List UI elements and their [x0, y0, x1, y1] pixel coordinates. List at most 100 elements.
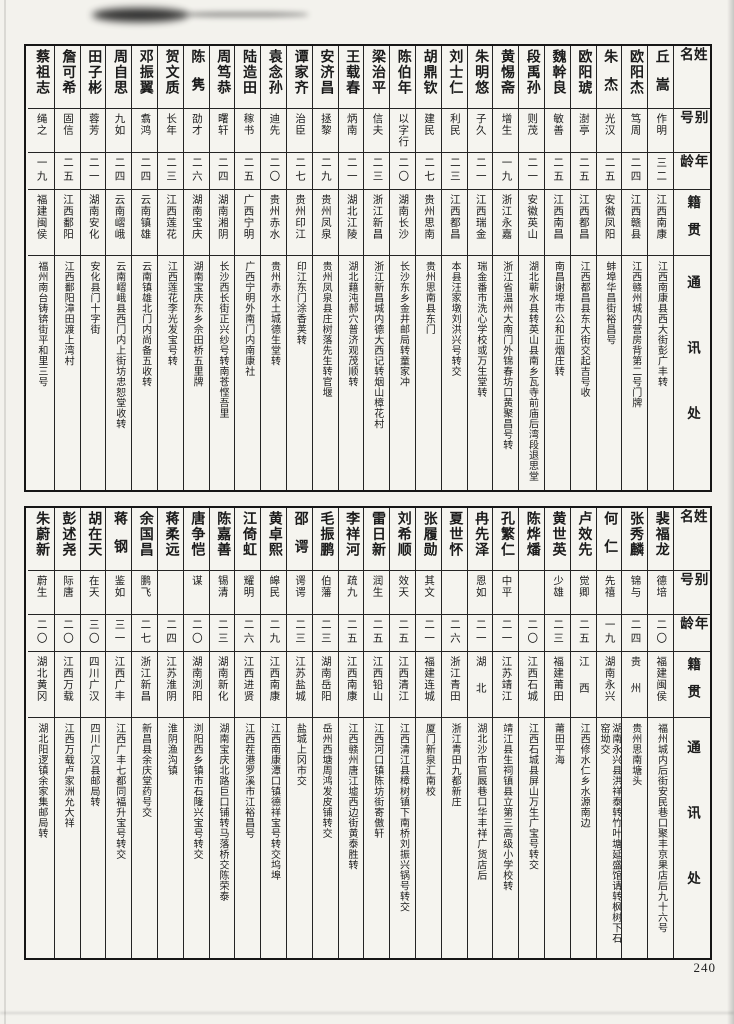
- directory-table-top: 姓名 别号 年龄 籍贯 通讯处 丘嵩 作明 三二 江西南康 江西南康县西大街彭广丰转 欧阳杰 笃周 二四…: [24, 44, 712, 492]
- person-native-cell: 贵州赤水: [261, 190, 287, 256]
- person-address: 湖南永兴县洪祥泰转竹叶塘延盛馆请转枫树下石窑坳交: [598, 723, 621, 944]
- person-address-cell: 云南镇雄北门内尚备五收转: [132, 256, 157, 490]
- person-name-cell: 张秀麟: [622, 508, 648, 571]
- person-native-cell: 江西进贤: [235, 652, 261, 718]
- person-name: 周笃恭: [215, 49, 231, 96]
- person-name: 张秀麟: [627, 511, 643, 558]
- person-name: 蒋柔远: [163, 511, 179, 558]
- person-native-cell: 贵州: [622, 652, 648, 718]
- person-name-cell: 梁治平: [364, 46, 390, 109]
- column-header-native-label: 籍贯: [685, 195, 701, 250]
- scan-edge-artifact: [727, 0, 734, 1024]
- person-alias-cell: 际唐: [54, 571, 80, 615]
- person-column: 周自思 九如 二四 云南嶍峨 云南嶍峨县西门内上街坊忠恕堂收转: [105, 46, 132, 490]
- person-column: 裴福龙 德培 二〇 福建闽侯 福州城内后街安民巷口聚丰京果店后九十六号: [647, 508, 673, 958]
- person-column: 唐争恺谋二〇 湖南浏阳 浏阳西乡镇市石隆兴宝号转交: [182, 508, 209, 958]
- person-age-cell: 二三: [287, 615, 312, 652]
- person-alias-cell: 则茂: [519, 109, 545, 153]
- person-age-cell: 二五: [54, 153, 80, 190]
- person-native: 江西万载: [61, 656, 73, 702]
- person-alias: 觉卿: [577, 575, 589, 598]
- person-address-cell: 福州城内后街安民巷口聚丰京果店后九十六号: [648, 718, 673, 958]
- person-address: 贵州思南塘头: [629, 723, 641, 786]
- person-column: 梁治平 信夫 二三 浙江新昌 浙江新昌城内德大西记转烟山樟花村: [363, 46, 390, 490]
- person-name-cell: 谭家齐: [287, 46, 312, 109]
- person-alias-cell: 耀明: [235, 571, 261, 615]
- person-age: 二六: [190, 157, 202, 184]
- person-column: 黄惕斋 增生 一九 浙江永嘉 浙江省温州大南门外锦春坊口黄聚昌号转: [492, 46, 519, 490]
- person-name: 陈伯年: [395, 49, 411, 96]
- person-address: 福州南台铸锛街平和里三号: [35, 261, 47, 387]
- person-column: 李祥河 疏九 二五 江西南康 江西赣州唐江墟西边街黄泰胜转: [337, 508, 364, 958]
- person-name-cell: 丘嵩: [648, 46, 673, 109]
- column-header-name-label: 姓名: [678, 509, 707, 541]
- person-address-cell: 江西石城县屏山万生广宝号转交: [519, 718, 544, 958]
- person-age: 二〇: [61, 619, 73, 646]
- person-address-cell: 江西茬港罗溪市江裕昌号: [235, 718, 260, 958]
- person-native: 浙江新昌: [371, 194, 383, 240]
- person-name: 魏幹良: [550, 49, 566, 96]
- person-alias: 锦与: [629, 575, 641, 598]
- person-address-cell: 四川广汉县邮局转: [81, 718, 106, 958]
- person-name-cell: 陈伯年: [390, 46, 416, 109]
- person-age-cell: 一九: [493, 153, 519, 190]
- person-age-cell: 二五: [545, 153, 570, 190]
- person-name-cell: 陈烨燔: [519, 508, 545, 571]
- person-alias-cell: 锡清: [209, 571, 235, 615]
- person-name: 朱蔚新: [34, 511, 50, 558]
- person-column: 欧阳琥 澍亭 二五 江西都昌 江西都昌县东大街交起吉号收: [569, 46, 596, 490]
- person-age-cell: 二四: [106, 153, 132, 190]
- person-address: 盐城上冈市交: [294, 723, 306, 786]
- person-native: 湖南安化: [87, 194, 99, 240]
- person-native: 江苏盐城: [294, 656, 306, 702]
- person-address: 云南嶍峨县西门内上街坊忠恕堂收转: [113, 261, 125, 429]
- person-column: 丘嵩 作明 三二 江西南康 江西南康县西大街彭广丰转: [647, 46, 673, 490]
- person-column: 邓振翼 翥鸿 二四 云南镇雄 云南镇雄北门内尚备五收转: [131, 46, 158, 490]
- person-native-cell: 湖南长沙: [390, 190, 416, 256]
- person-address-cell: 湖南宝庆东乡佘田桥五里牌: [184, 256, 209, 490]
- person-age: 三二: [655, 157, 667, 184]
- person-column: 朱蔚新 蔚生 二〇 湖北黄冈 湖北阳逻镇余家集邮局转: [28, 508, 54, 958]
- person-column: 刘士仁 利民 二三 江西都昌 本县汪家墩刘洪兴号转交: [440, 46, 467, 490]
- person-native-cell: 湖南岳阳: [312, 652, 338, 718]
- person-address: 四川广汉县邮局转: [87, 723, 99, 807]
- person-native-cell: 贵州凤泉: [312, 190, 338, 256]
- person-alias: 增生: [500, 113, 512, 136]
- person-address-cell: 印江东门涂香荚转: [287, 256, 312, 490]
- person-column: 孔繁仁 中平 二一 江苏靖江 靖江县生祠镇县立第三高级小学校转: [492, 508, 519, 958]
- person-name: 陆造田: [240, 49, 256, 96]
- person-address-cell: 湖南宝庆北路巨口铺转马落桥交陈荣泰: [210, 718, 235, 958]
- person-native: 云南镇雄: [139, 194, 151, 240]
- person-address: 靖江县生祠镇县立第三高级小学校转: [500, 723, 512, 891]
- person-address: 南昌谢埠市公和正烟庄转: [552, 261, 564, 377]
- person-column: 陈烨燔 二〇 江西石城 江西石城县屏山万生广宝号转交: [518, 508, 545, 958]
- person-name-cell: 陈嘉善: [209, 508, 235, 571]
- person-column: 黄卓熙 皞民 二九 江西南康 江西南康潭口镇德祥宝号转交坞埠: [260, 508, 287, 958]
- person-name-cell: 黄世英: [545, 508, 570, 571]
- person-address-cell: 江西清江县樟树镇下南桥刘振兴锅号转交: [390, 718, 415, 958]
- person-alias: 锡清: [216, 575, 228, 598]
- person-address-cell: 南昌谢埠市公和正烟庄转: [545, 256, 570, 490]
- person-native-cell: 江苏盐城: [287, 652, 312, 718]
- person-name: 唐争恺: [189, 511, 205, 558]
- person-name: 张履勋: [421, 511, 437, 558]
- person-alias: 疏九: [345, 575, 357, 598]
- person-native-cell: 江西铅山: [364, 652, 390, 718]
- person-address-cell: 靖江县生祠镇县立第三高级小学校转: [493, 718, 518, 958]
- person-address-cell: 江西广丰七都同福升宝号转交: [106, 718, 131, 958]
- person-address-cell: 盐城上冈市交: [287, 718, 312, 958]
- person-alias-cell: [519, 571, 545, 615]
- person-native-cell: 江西万载: [54, 652, 80, 718]
- person-age-cell: 二一: [80, 153, 106, 190]
- person-age: 二四: [629, 619, 641, 646]
- person-age-cell: 二五: [390, 615, 416, 652]
- person-name: 陈隽: [189, 49, 205, 105]
- person-native-cell: 江苏靖江: [493, 652, 519, 718]
- person-address: 江西清江县樟树镇下南桥刘振兴锅号转交: [397, 723, 409, 912]
- person-name: 卢效先: [576, 511, 592, 558]
- person-native: 湖南新化: [216, 656, 228, 702]
- person-age-cell: 二三: [364, 153, 390, 190]
- column-header-age-label: 年龄: [678, 615, 708, 636]
- person-name-cell: 欧阳琥: [570, 46, 596, 109]
- person-address-cell: 贵州思南塘头: [622, 718, 647, 958]
